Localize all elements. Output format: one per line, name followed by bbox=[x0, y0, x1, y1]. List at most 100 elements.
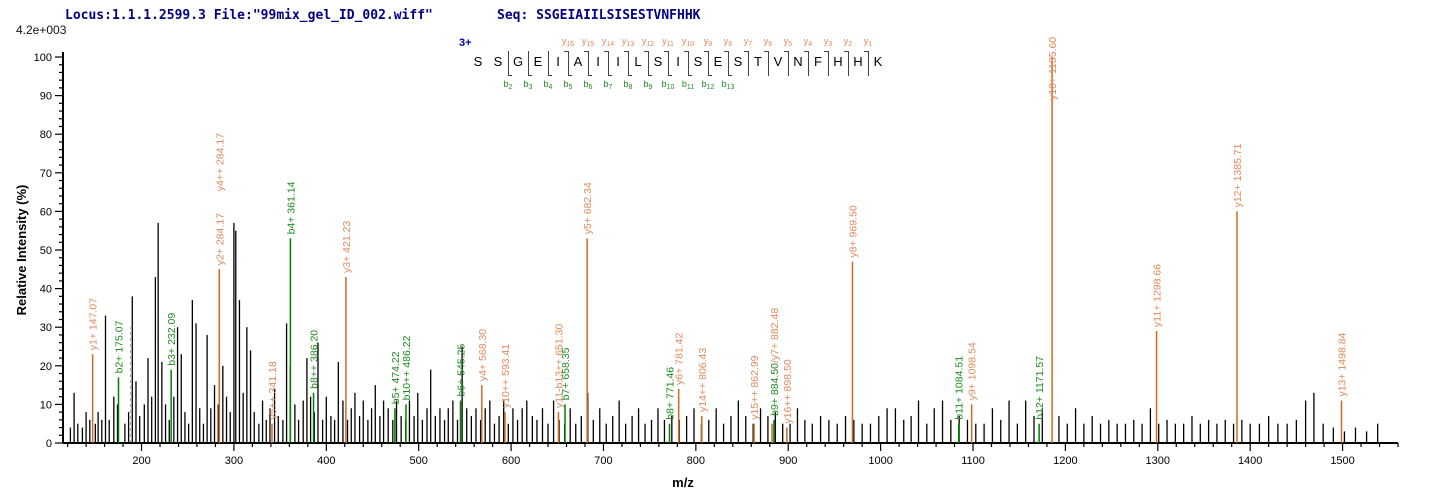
peak-label: y6+ 781.42 bbox=[674, 333, 686, 385]
peak-label: y2+ 284.17 bbox=[214, 213, 226, 265]
residue-letter: T bbox=[754, 54, 762, 69]
cleavage-mark bbox=[787, 51, 789, 76]
residue-letter: E bbox=[713, 54, 723, 69]
cleavage-mark bbox=[747, 51, 749, 76]
y-ion-label: y2 bbox=[843, 36, 853, 48]
residue-letter: S bbox=[653, 54, 663, 69]
ion-number: 10 bbox=[686, 41, 695, 48]
residue-letter: S bbox=[473, 54, 483, 69]
y-ion-label: y3 bbox=[823, 36, 833, 48]
cleavage-mark-b bbox=[708, 75, 712, 76]
residue-letter: I bbox=[596, 54, 600, 69]
residue-letter: G bbox=[512, 54, 524, 69]
peak-label: y4++ 284.17 bbox=[214, 133, 226, 192]
x-tick-label: 1200 bbox=[1053, 455, 1077, 467]
peak-label: y13+ 1498.84 bbox=[1336, 332, 1348, 396]
ion-number: 12 bbox=[706, 84, 715, 91]
cleavage-mark-y bbox=[564, 51, 568, 52]
cleavage-mark bbox=[527, 51, 529, 76]
ion-number: 8 bbox=[728, 41, 733, 48]
residue-letter: H bbox=[833, 54, 843, 69]
cleavage-mark-b bbox=[648, 75, 652, 76]
y-ion-label: y15 bbox=[581, 36, 595, 48]
ion-number: 10 bbox=[666, 84, 675, 91]
peak-label: y8+ 969.50 bbox=[847, 205, 859, 257]
ion-number: 3 bbox=[828, 41, 833, 48]
cleavage-mark-b bbox=[728, 75, 732, 76]
residue-letter: I bbox=[556, 54, 560, 69]
y-ion-label: y4 bbox=[803, 36, 813, 48]
b-ion-label: b7 bbox=[603, 79, 613, 91]
cleavage-mark bbox=[507, 51, 509, 76]
y-tick-label: 40 bbox=[40, 284, 52, 296]
cleavage-mark-b bbox=[668, 75, 672, 76]
cleavage-mark-b bbox=[568, 75, 572, 76]
cleavage-mark bbox=[667, 51, 669, 76]
cleavage-mark bbox=[847, 51, 849, 76]
x-tick-label: 1000 bbox=[868, 455, 892, 467]
residue-letter: I bbox=[616, 54, 620, 69]
peak-label: b12+ 1171.57 bbox=[1034, 356, 1046, 420]
cleavage-mark-b bbox=[608, 75, 612, 76]
cleavage-mark bbox=[627, 51, 629, 76]
ion-number: 13 bbox=[626, 41, 635, 48]
b-ion-label: b8 bbox=[623, 79, 633, 91]
cleavage-mark-y bbox=[744, 51, 748, 52]
y-tick-label: 0 bbox=[46, 438, 52, 450]
y-ion-label: y5 bbox=[783, 36, 793, 48]
ion-number: 2 bbox=[848, 41, 853, 48]
cleavage-mark-y bbox=[704, 51, 708, 52]
b-ion-label: b13 bbox=[721, 79, 735, 91]
b-ion-label: b12 bbox=[701, 79, 715, 91]
cleavage-mark bbox=[727, 51, 729, 76]
y-tick-label: 20 bbox=[40, 361, 52, 373]
cleavage-mark bbox=[827, 51, 829, 76]
y-ion-label: y6 bbox=[763, 36, 773, 48]
y-tick-label: 30 bbox=[40, 322, 52, 334]
residue-letter: I bbox=[676, 54, 680, 69]
x-tick-label: 300 bbox=[225, 455, 243, 467]
cleavage-mark bbox=[647, 51, 649, 76]
ion-number: 6 bbox=[768, 41, 773, 48]
residue-letter: K bbox=[873, 54, 883, 69]
b-ion-label: b6 bbox=[583, 79, 593, 91]
ion-number: 6 bbox=[588, 84, 593, 91]
max-intensity-label: 4.2e+003 bbox=[16, 23, 67, 37]
x-tick-label: 400 bbox=[317, 455, 335, 467]
locus-file-header: Locus:1.1.1.2599.3 File:"99mix_gel_ID_00… bbox=[65, 8, 433, 23]
peak-label: b8+ 771.46 bbox=[664, 367, 676, 420]
x-tick-label: 1400 bbox=[1238, 455, 1262, 467]
cleavage-mark bbox=[767, 51, 769, 76]
peak-label: y11+ 1298.66 bbox=[1152, 264, 1164, 327]
cleavage-mark-y bbox=[584, 51, 588, 52]
residue-letter: N bbox=[793, 54, 803, 69]
ion-number: 15 bbox=[586, 41, 595, 48]
peak-label: b3+ 232.09 bbox=[166, 313, 178, 366]
ion-number: 16 bbox=[566, 41, 575, 48]
cleavage-mark-y bbox=[684, 51, 688, 52]
peak-label: b11+ 1084.51 bbox=[954, 356, 966, 420]
peak-label: y4+ 568.30 bbox=[477, 329, 489, 381]
y-ion-label: y12 bbox=[641, 36, 655, 48]
peak-label: y16++ 898.50 bbox=[782, 359, 794, 423]
ion-number: 1 bbox=[868, 41, 873, 48]
ion-number: 4 bbox=[808, 41, 813, 48]
sequence-header: Seq: SSGEIAIILSISESTVNFHHK bbox=[497, 8, 701, 23]
y-tick-label: 70 bbox=[40, 168, 52, 180]
peak-label: y10+ 1185.60 bbox=[1047, 37, 1059, 100]
labeled-peaks: y1+ 147.07 b2+ 175.07 b3+ 232.09 y2+ 284.17… bbox=[88, 37, 1348, 443]
peak-label: y9+ 1098.54 bbox=[967, 342, 979, 400]
ion-number: 14 bbox=[606, 41, 615, 48]
cleavage-mark-b bbox=[508, 75, 512, 76]
cleavage-mark-b bbox=[628, 75, 632, 76]
peak-label: y12+ 1385.71 bbox=[1232, 143, 1244, 207]
x-tick-label: 1500 bbox=[1330, 455, 1354, 467]
y-axis-title: Relative Intensity (%) bbox=[14, 185, 29, 316]
y-ion-label: y13 bbox=[621, 36, 635, 48]
ion-number: 11 bbox=[666, 41, 674, 48]
peak-label: b2+ 175.07 bbox=[113, 320, 125, 373]
x-tick-label: 200 bbox=[132, 455, 150, 467]
peak-label: y5++ 341.18 bbox=[267, 361, 279, 420]
y-ion-label: y8 bbox=[723, 36, 733, 48]
